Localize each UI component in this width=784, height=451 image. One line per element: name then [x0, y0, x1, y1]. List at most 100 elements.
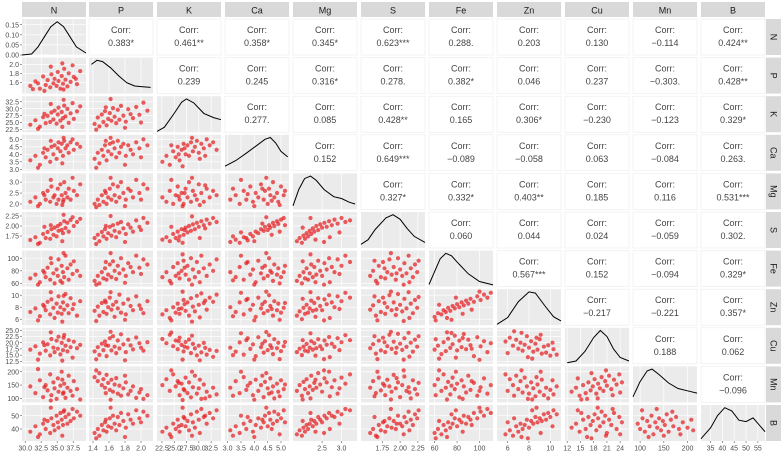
- y-tick-label-n: 0.00: [5, 53, 19, 60]
- scatter-point: [310, 424, 315, 429]
- panel-mn-s: [361, 366, 425, 403]
- strip-top-mn: [633, 2, 697, 17]
- scatter-point: [389, 389, 394, 394]
- scatter-point: [188, 256, 194, 261]
- scatter-point: [544, 350, 549, 355]
- scatter-point: [60, 300, 66, 305]
- scatter-point: [248, 346, 253, 351]
- panel-s-n: [22, 212, 86, 248]
- scatter-point: [577, 393, 582, 398]
- corr-panel-bg: [700, 57, 766, 94]
- panel-mg-s: Corr:0.327*: [360, 173, 426, 210]
- scatter-point: [60, 81, 66, 86]
- scatter-point: [214, 348, 219, 353]
- panel-ca-fe: Corr:−0.089: [428, 134, 494, 172]
- x-tick-label-cu: 12: [563, 446, 571, 451]
- scatter-point: [107, 224, 112, 229]
- corr-label: Corr:: [587, 102, 607, 112]
- scatter-point: [410, 349, 415, 354]
- scatter-point: [671, 424, 676, 429]
- x-tick-label-mn: 150: [658, 446, 670, 451]
- strip-right-ca: [766, 134, 781, 171]
- scatter-point: [123, 119, 128, 124]
- scatter-point: [505, 351, 510, 356]
- panel-p-cu: Corr:0.237: [564, 57, 630, 94]
- panel-fe-zn: Corr:0.567***: [496, 250, 562, 287]
- scatter-point: [306, 426, 311, 432]
- scatter-point: [654, 406, 659, 412]
- scatter-point: [250, 429, 256, 434]
- scatter-point: [281, 387, 286, 392]
- scatter-point: [389, 425, 394, 430]
- scatter-point: [108, 135, 113, 140]
- x-tick-label-p: 1.6: [104, 446, 114, 451]
- x-tick-label-mg: 3.0: [337, 446, 347, 451]
- strip-top-label-fe: Fe: [456, 6, 467, 16]
- scatter-point: [49, 393, 54, 398]
- scatter-point: [117, 346, 122, 351]
- scatter-point: [62, 180, 67, 185]
- scatter-point: [28, 122, 33, 127]
- scatter-point: [261, 228, 266, 233]
- scatter-point: [58, 86, 63, 91]
- scatter-point: [327, 369, 332, 374]
- corr-panel-bg: [700, 173, 766, 210]
- scatter-point: [186, 380, 192, 385]
- x-tick-label-k: 32.5: [204, 446, 218, 451]
- corr-value: 0.428**: [718, 77, 748, 87]
- scatter-point: [214, 219, 219, 225]
- density-curve-mg: [292, 175, 356, 206]
- scatter-point: [194, 353, 199, 358]
- scatter-point: [63, 77, 68, 82]
- scatter-point: [51, 271, 56, 276]
- x-tick-label-b: 50: [742, 446, 750, 451]
- strip-top-s: [361, 2, 425, 17]
- scatter-point: [71, 223, 76, 229]
- scatter-point: [228, 385, 233, 390]
- scatter-point: [464, 390, 469, 395]
- panel-mg-zn: Corr:0.403**: [496, 173, 562, 210]
- scatter-point: [197, 315, 202, 320]
- scatter-point: [51, 117, 56, 122]
- scatter-point: [264, 215, 269, 220]
- scatter-point: [368, 273, 373, 278]
- scatter-point: [589, 371, 594, 376]
- panel-k-s: Corr:0.428**: [360, 95, 426, 133]
- scatter-point: [407, 315, 412, 321]
- scatter-point: [455, 302, 460, 307]
- scatter-point: [312, 229, 317, 234]
- scatter-point: [65, 421, 70, 426]
- scatter-point: [511, 393, 517, 398]
- scatter-point: [466, 373, 471, 378]
- panel-zn-b: Corr:0.357*: [700, 288, 766, 326]
- scatter-point: [114, 121, 119, 126]
- scatter-point: [375, 434, 380, 440]
- scatter-point: [583, 391, 588, 396]
- y-tick-label-cu: 22.5: [5, 334, 19, 341]
- panel-k-ca: Corr:0.277.: [224, 95, 290, 133]
- scatter-point: [321, 368, 327, 373]
- scatter-point: [335, 409, 340, 414]
- scatter-point: [189, 214, 195, 219]
- y-tick-label-n: 0.10: [5, 32, 19, 39]
- y-tick-label-cu: 15.0: [5, 353, 19, 360]
- scatter-point: [485, 350, 490, 355]
- scatter-point: [554, 384, 559, 389]
- density-curve-zn: [496, 291, 562, 325]
- corr-label: Corr:: [247, 64, 267, 74]
- density-curve-cu: [567, 329, 630, 364]
- corr-label: Corr:: [655, 179, 675, 189]
- corr-label: Corr:: [587, 25, 607, 35]
- scatter-point: [316, 296, 321, 301]
- scatter-point: [169, 143, 174, 148]
- strip-top-label-k: K: [186, 6, 192, 16]
- scatter-point: [300, 225, 305, 230]
- scatter-point: [177, 234, 182, 239]
- y-tick-label-zn: 6: [15, 317, 19, 324]
- scatter-point: [128, 188, 133, 193]
- scatter-point: [300, 296, 305, 301]
- corr-label: Corr:: [383, 141, 403, 151]
- panel-fe-ca: [225, 250, 289, 287]
- scatter-point: [603, 368, 609, 373]
- strip-top-mg: [293, 2, 357, 17]
